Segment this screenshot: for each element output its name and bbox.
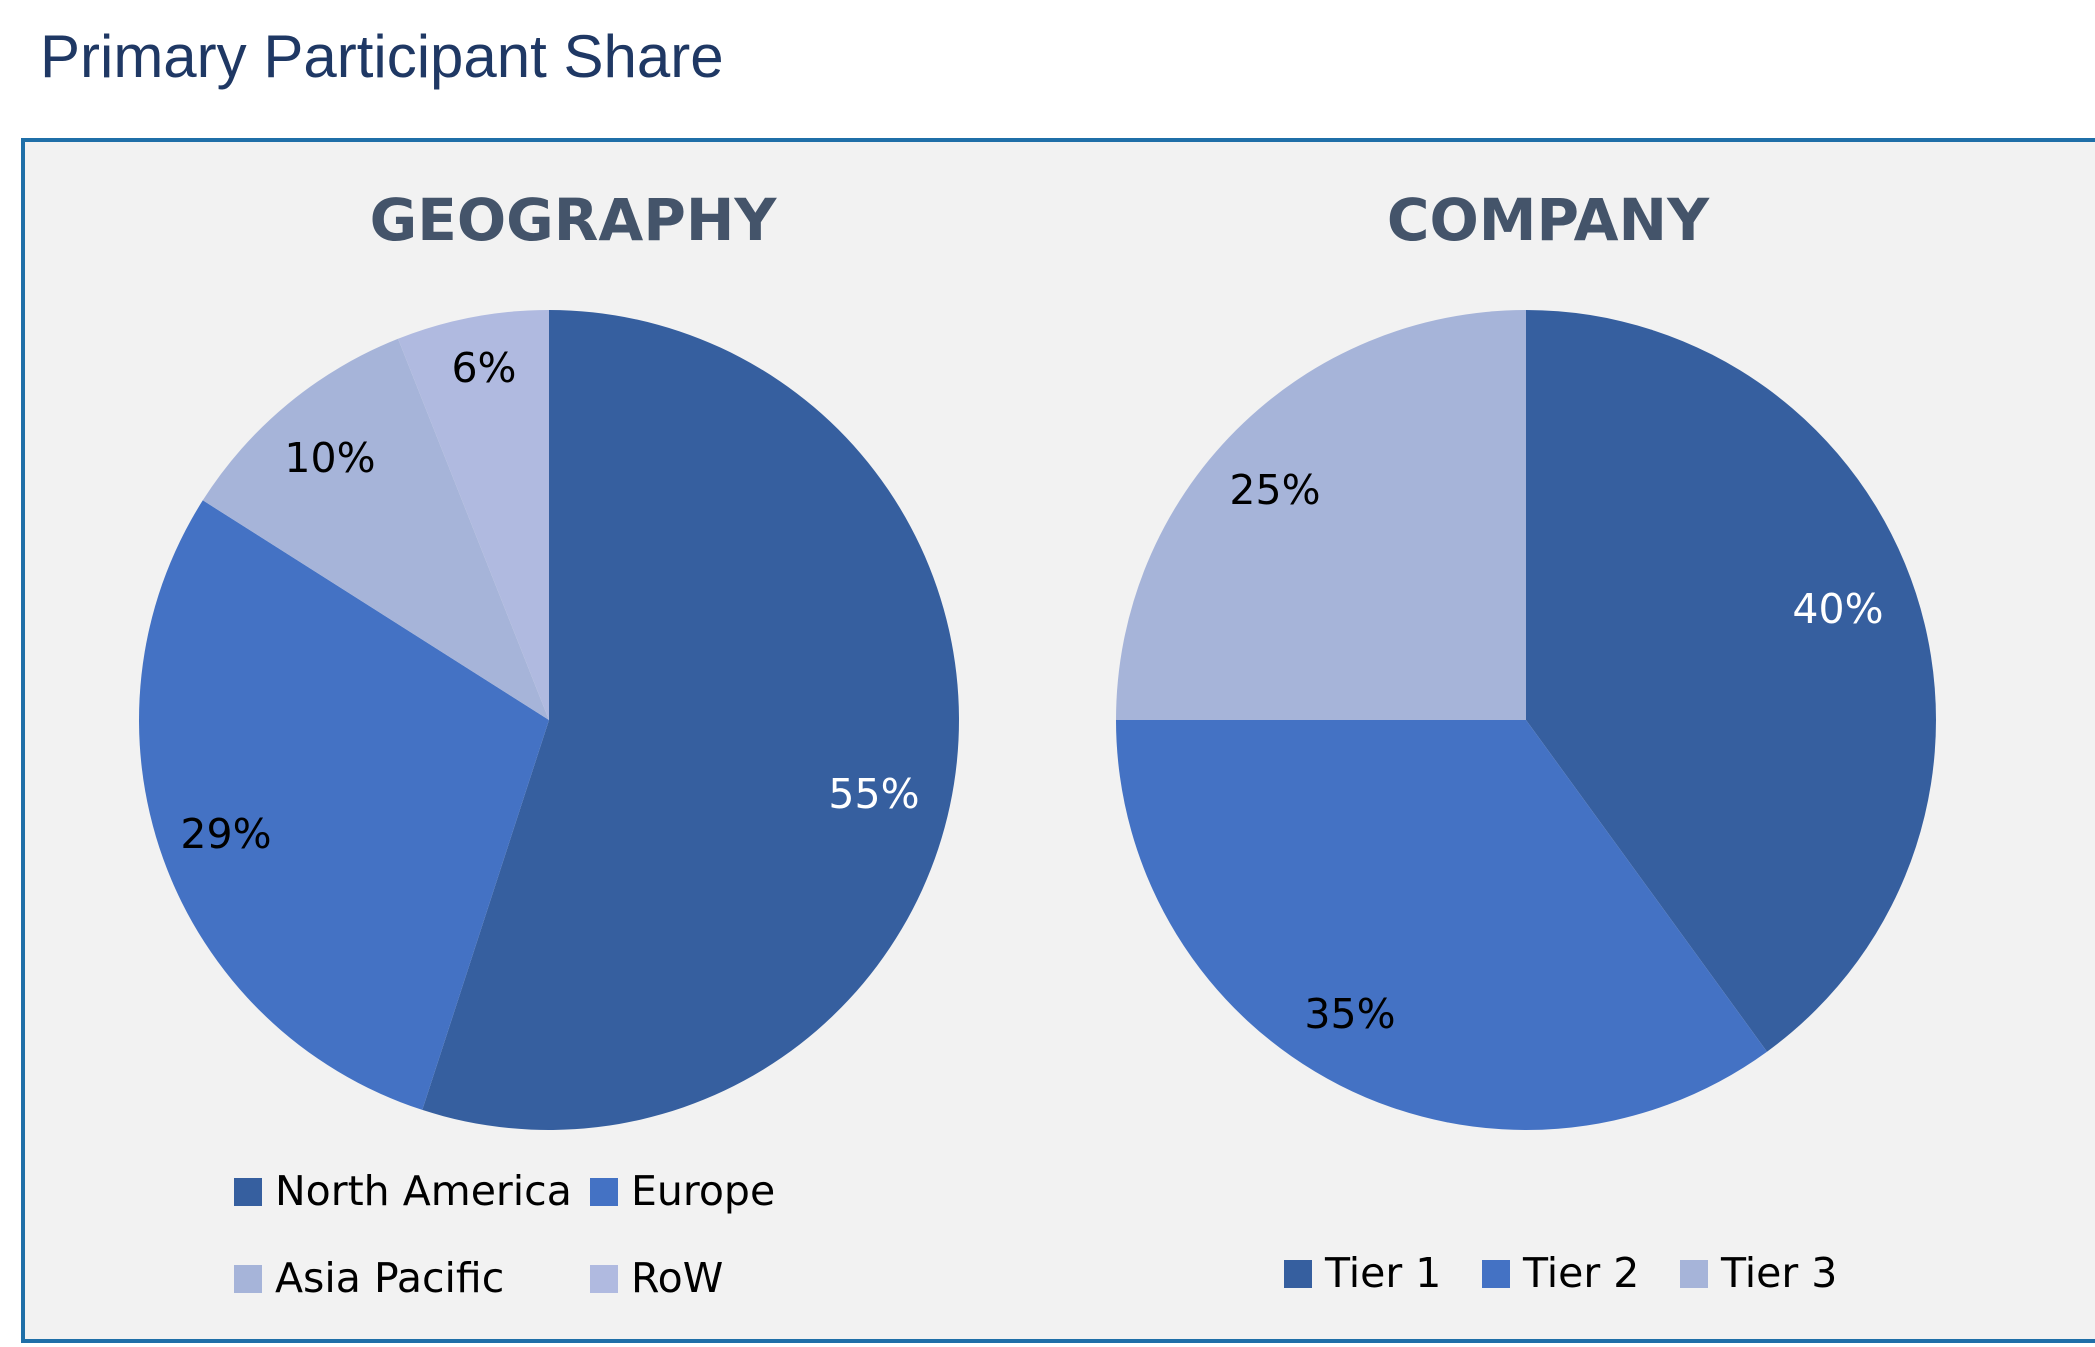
chart-panel: GEOGRAPHY 55% 29% 10% 6% North America Europe A…: [21, 138, 2095, 1343]
geography-legend-label-asia-pacific: Asia Pacific: [275, 1254, 504, 1302]
company-slice-label-tier-2: 35%: [1304, 990, 1395, 1038]
company-slice-tier-3: [1116, 310, 1526, 720]
company-slice-label-tier-1: 40%: [1792, 585, 1883, 633]
company-slice-tier-2: [1116, 720, 1767, 1130]
geography-legend-swatch-europe: [590, 1178, 618, 1206]
geography-slice-europe: [138, 500, 549, 1110]
company-legend-swatch-tier-2: [1482, 1260, 1510, 1288]
company-slice-label-tier-3: 25%: [1229, 466, 1320, 514]
company-slice-tier-1: [1526, 310, 1937, 1052]
geography-legend-label-north-america: North America: [275, 1167, 572, 1215]
geography-legend-label-europe: Europe: [631, 1167, 775, 1215]
geography-chart: GEOGRAPHY 55% 29% 10% 6% North America Europe A…: [138, 186, 959, 1302]
geography-slice-label-asia-pacific: 10%: [284, 434, 375, 482]
geography-chart-title: GEOGRAPHY: [370, 186, 778, 254]
geography-slice-row: [398, 310, 549, 720]
geography-legend-label-row: RoW: [631, 1254, 723, 1302]
company-legend-label-tier-1: Tier 1: [1324, 1249, 1441, 1297]
geography-slice-north-america: [422, 310, 959, 1130]
geography-slice-label-europe: 29%: [180, 810, 271, 858]
geography-slice-label-north-america: 55%: [828, 770, 919, 818]
geography-legend-swatch-asia-pacific: [234, 1265, 262, 1293]
geography-slice-label-row: 6%: [451, 344, 516, 392]
charts-svg: GEOGRAPHY 55% 29% 10% 6% North America Europe A…: [138, 186, 1937, 1302]
page-title: Primary Participant Share: [40, 23, 724, 90]
company-legend-swatch-tier-1: [1284, 1260, 1312, 1288]
company-chart: COMPANY 40% 35% 25% Tier 1 Tier 2 Tier 3: [1116, 186, 1937, 1297]
company-legend-swatch-tier-3: [1680, 1260, 1708, 1288]
company-chart-title: COMPANY: [1387, 186, 1710, 254]
company-legend-label-tier-3: Tier 3: [1720, 1249, 1837, 1297]
geography-legend-swatch-row: [590, 1265, 618, 1293]
geography-legend-swatch-north-america: [234, 1178, 262, 1206]
company-legend-label-tier-2: Tier 2: [1522, 1249, 1639, 1297]
geography-slice-asia-pacific: [202, 338, 549, 720]
